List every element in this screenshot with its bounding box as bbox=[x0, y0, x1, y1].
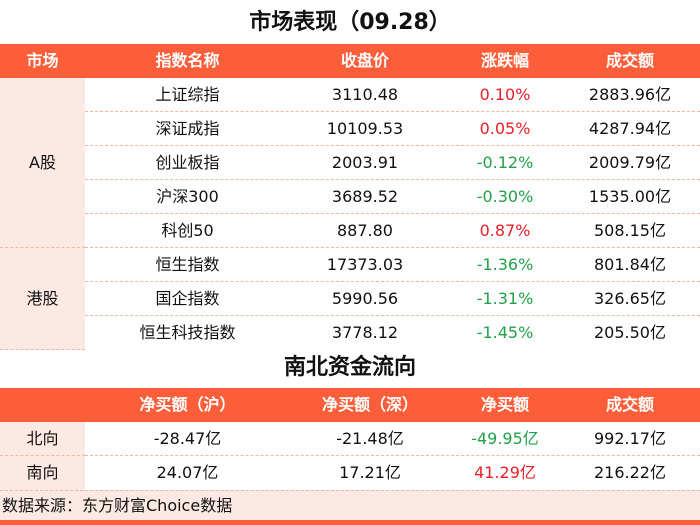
market-table-header: 市场 指数名称 收盘价 涨跌幅 成交额 bbox=[0, 44, 700, 78]
change-percent: -1.45% bbox=[476, 323, 534, 342]
change-percent: -1.36% bbox=[476, 255, 534, 274]
row-divider bbox=[85, 179, 700, 180]
close-price: 17373.03 bbox=[326, 255, 404, 274]
net-buy-total: -49.95亿 bbox=[471, 429, 539, 448]
header-volume: 成交额 bbox=[605, 395, 654, 414]
table-row: 沪深300 3689.52 -0.30% 1535.00亿 bbox=[0, 180, 700, 214]
table-row: 24.07亿 17.21亿 41.29亿 216.22亿 bbox=[0, 456, 700, 490]
row-divider bbox=[85, 111, 700, 112]
close-price: 3110.48 bbox=[331, 85, 399, 104]
row-divider bbox=[85, 145, 700, 146]
volume: 326.65亿 bbox=[594, 289, 666, 308]
row-divider bbox=[85, 247, 700, 248]
volume: 801.84亿 bbox=[594, 255, 666, 274]
volume: 1535.00亿 bbox=[588, 187, 672, 206]
row-divider bbox=[85, 455, 700, 456]
flow-table-header: 净买额（沪） 净买额（深） 净买额 成交额 bbox=[0, 388, 700, 422]
divider bbox=[0, 247, 85, 248]
table-row: 科创50 887.80 0.87% 508.15亿 bbox=[0, 214, 700, 248]
volume: 508.15亿 bbox=[594, 221, 666, 240]
row-divider bbox=[85, 213, 700, 214]
index-name: 国企指数 bbox=[155, 289, 220, 308]
net-buy-sh: -28.47亿 bbox=[153, 429, 222, 448]
index-name: 深证成指 bbox=[155, 119, 220, 138]
row-divider bbox=[85, 281, 700, 282]
volume: 4287.94亿 bbox=[588, 119, 672, 138]
divider bbox=[0, 455, 85, 456]
index-name: 沪深300 bbox=[156, 187, 219, 206]
flow-direction-south: 南向 bbox=[0, 456, 85, 490]
market-group-a-shares: A股 bbox=[0, 78, 85, 248]
table-row: 国企指数 5990.56 -1.31% 326.65亿 bbox=[0, 282, 700, 316]
close-price: 3689.52 bbox=[331, 187, 399, 206]
index-name: 恒生科技指数 bbox=[139, 323, 236, 342]
header-volume: 成交额 bbox=[605, 51, 654, 70]
change-percent: -1.31% bbox=[476, 289, 534, 308]
header-close: 收盘价 bbox=[340, 51, 389, 70]
index-name: 恒生指数 bbox=[155, 255, 220, 274]
close-price: 887.80 bbox=[337, 221, 393, 240]
header-net-sz: 净买额（深） bbox=[321, 395, 418, 414]
row-divider bbox=[85, 315, 700, 316]
market-performance-title: 市场表现（09.28） bbox=[249, 10, 451, 35]
table-row: 创业板指 2003.91 -0.12% 2009.79亿 bbox=[0, 146, 700, 180]
header-index-name: 指数名称 bbox=[155, 51, 220, 70]
volume: 216.22亿 bbox=[594, 463, 666, 482]
change-percent: -0.30% bbox=[476, 187, 534, 206]
change-percent: 0.87% bbox=[479, 221, 531, 240]
header-net-total: 净买额 bbox=[480, 395, 529, 414]
capital-flow-title: 南北资金流向 bbox=[283, 355, 416, 380]
net-buy-sz: -21.48亿 bbox=[336, 429, 404, 448]
divider bbox=[0, 349, 85, 350]
volume: 2009.79亿 bbox=[588, 153, 672, 172]
volume: 2883.96亿 bbox=[588, 85, 672, 104]
close-price: 2003.91 bbox=[331, 153, 399, 172]
volume: 992.17亿 bbox=[594, 429, 666, 448]
volume: 205.50亿 bbox=[594, 323, 666, 342]
header-change: 涨跌幅 bbox=[480, 51, 529, 70]
index-name: 上证综指 bbox=[155, 85, 220, 104]
table-row: -28.47亿 -21.48亿 -49.95亿 992.17亿 bbox=[0, 422, 700, 456]
table-row: 恒生科技指数 3778.12 -1.45% 205.50亿 bbox=[0, 316, 700, 350]
flow-direction-north: 北向 bbox=[0, 422, 85, 456]
change-percent: 0.05% bbox=[479, 119, 531, 138]
market-group-hk-shares: 港股 bbox=[0, 248, 85, 350]
change-percent: 0.10% bbox=[479, 85, 531, 104]
close-price: 3778.12 bbox=[331, 323, 399, 342]
index-name: 科创50 bbox=[161, 221, 214, 240]
table-row: 恒生指数 17373.03 -1.36% 801.84亿 bbox=[0, 248, 700, 282]
data-source-footer: 数据来源：东方财富Choice数据 bbox=[0, 490, 700, 520]
close-price: 10109.53 bbox=[326, 119, 404, 138]
net-buy-sh: 24.07亿 bbox=[156, 463, 219, 482]
header-direction bbox=[0, 388, 85, 422]
net-buy-sz: 17.21亿 bbox=[339, 463, 401, 482]
table-row: 上证综指 3110.48 0.10% 2883.96亿 bbox=[0, 78, 700, 112]
header-net-sh: 净买额（沪） bbox=[139, 395, 236, 414]
bottom-accent-bar bbox=[0, 520, 700, 525]
index-name: 创业板指 bbox=[155, 153, 220, 172]
header-market: 市场 bbox=[26, 51, 59, 70]
change-percent: -0.12% bbox=[476, 153, 534, 172]
net-buy-total: 41.29亿 bbox=[474, 463, 536, 482]
table-row: 深证成指 10109.53 0.05% 4287.94亿 bbox=[0, 112, 700, 146]
close-price: 5990.56 bbox=[331, 289, 399, 308]
